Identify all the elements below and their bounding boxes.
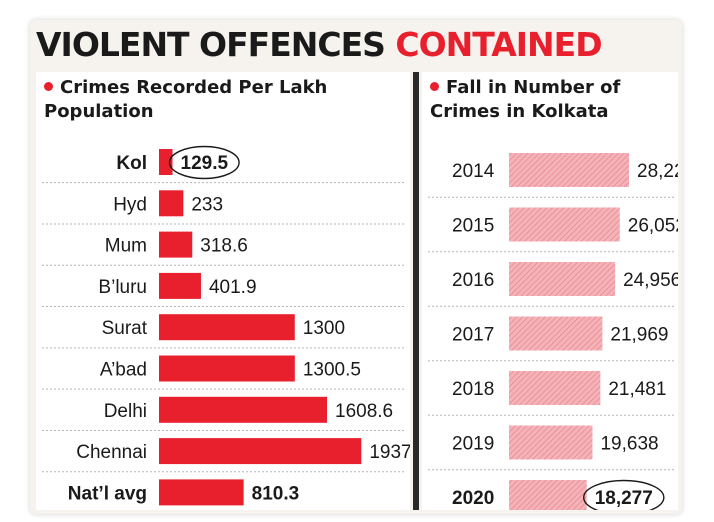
panel-separator	[413, 72, 419, 510]
value-label-2017: 21,969	[610, 325, 668, 346]
category-label-delhi: Delhi	[104, 401, 147, 422]
value-label-2018: 21,481	[608, 379, 666, 400]
kolkata-title-line1: Fall in Number of	[446, 77, 621, 98]
year-label-2016: 2016	[452, 270, 494, 291]
value-label-hyd: 233	[191, 194, 223, 215]
bar-2019	[509, 425, 593, 460]
bar-nat-l-avg	[159, 479, 244, 506]
kolkata-crimes-panel: Fall in Number of Crimes in Kolkata 2014…	[422, 72, 678, 510]
category-label-surat: Surat	[102, 318, 148, 339]
year-label-2018: 2018	[452, 379, 494, 400]
headline-part2: CONTAINED	[395, 25, 602, 64]
value-label-a-bad: 1300.5	[303, 360, 361, 381]
value-label-nat-l-avg: 810.3	[252, 483, 300, 504]
value-label-kol: 129.5	[181, 153, 229, 174]
crime-rate-panel: Crimes Recorded Per Lakh Population Kol 1…	[36, 72, 410, 510]
kolkata-title: Fall in Number of Crimes in Kolkata	[430, 76, 620, 124]
category-label-nat-l-avg: Nat’l avg	[68, 483, 147, 504]
bar-surat	[159, 314, 295, 341]
bar-2020	[509, 480, 587, 510]
headline-part1: VIOLENT OFFENCES	[36, 25, 386, 64]
value-label-2015: 26,052	[628, 216, 678, 237]
bar-hyd	[159, 190, 184, 217]
bullet-dot-icon	[44, 82, 53, 91]
value-label-mum: 318.6	[200, 236, 248, 257]
year-label-2019: 2019	[452, 434, 494, 455]
bar-delhi	[159, 396, 328, 423]
year-label-2017: 2017	[452, 325, 494, 346]
category-label-kol: Kol	[116, 153, 147, 174]
value-label-2019: 19,638	[600, 434, 658, 455]
category-label-b-luru: B’luru	[98, 277, 147, 298]
value-label-surat: 1300	[303, 318, 345, 339]
value-label-2014: 28,226	[637, 161, 678, 182]
bar-2017	[509, 316, 603, 351]
category-label-mum: Mum	[105, 236, 147, 257]
highlight-circle	[583, 479, 665, 510]
crime-rate-chart: Kol 129.5 Hyd 233 Mum 318.6 B’luru 401.9 Surat 13…	[42, 145, 410, 506]
bar-kol	[159, 149, 173, 175]
crime-rate-title: Crimes Recorded Per Lakh Population	[44, 76, 327, 124]
value-label-delhi: 1608.6	[335, 401, 393, 422]
category-label-chennai: Chennai	[76, 442, 147, 463]
bar-2014	[509, 153, 629, 187]
bar-2016	[509, 262, 616, 296]
kolkata-crimes-chart: 2014 28,226 2015 26,052 2016 24,956 2017 21,969…	[428, 153, 678, 510]
bar-chennai	[159, 438, 362, 465]
headline: VIOLENT OFFENCES CONTAINED	[36, 22, 603, 68]
value-label-b-luru: 401.9	[209, 277, 257, 298]
value-label-2016: 24,956	[623, 270, 678, 291]
crime-rate-title-line1: Crimes Recorded Per Lakh	[60, 77, 328, 98]
category-label-a-bad: A’bad	[100, 360, 147, 381]
highlight-circle	[168, 145, 240, 180]
infographic-card: VIOLENT OFFENCES CONTAINED Crimes Record…	[30, 20, 682, 514]
bar-mum	[159, 231, 193, 258]
value-label-chennai: 1937.1	[369, 442, 410, 463]
kolkata-title-line2: Crimes in Kolkata	[430, 101, 609, 122]
bar-b-luru	[159, 272, 201, 299]
year-label-2014: 2014	[452, 161, 495, 182]
value-label-2020: 18,277	[595, 488, 653, 509]
category-label-hyd: Hyd	[113, 194, 147, 215]
bullet-dot-icon	[430, 82, 439, 91]
year-label-2020: 2020	[452, 488, 494, 509]
year-label-2015: 2015	[452, 216, 494, 237]
bar-a-bad	[159, 355, 295, 382]
crime-rate-title-line2: Population	[44, 101, 154, 122]
bar-2018	[509, 371, 601, 405]
bar-2015	[509, 207, 620, 242]
